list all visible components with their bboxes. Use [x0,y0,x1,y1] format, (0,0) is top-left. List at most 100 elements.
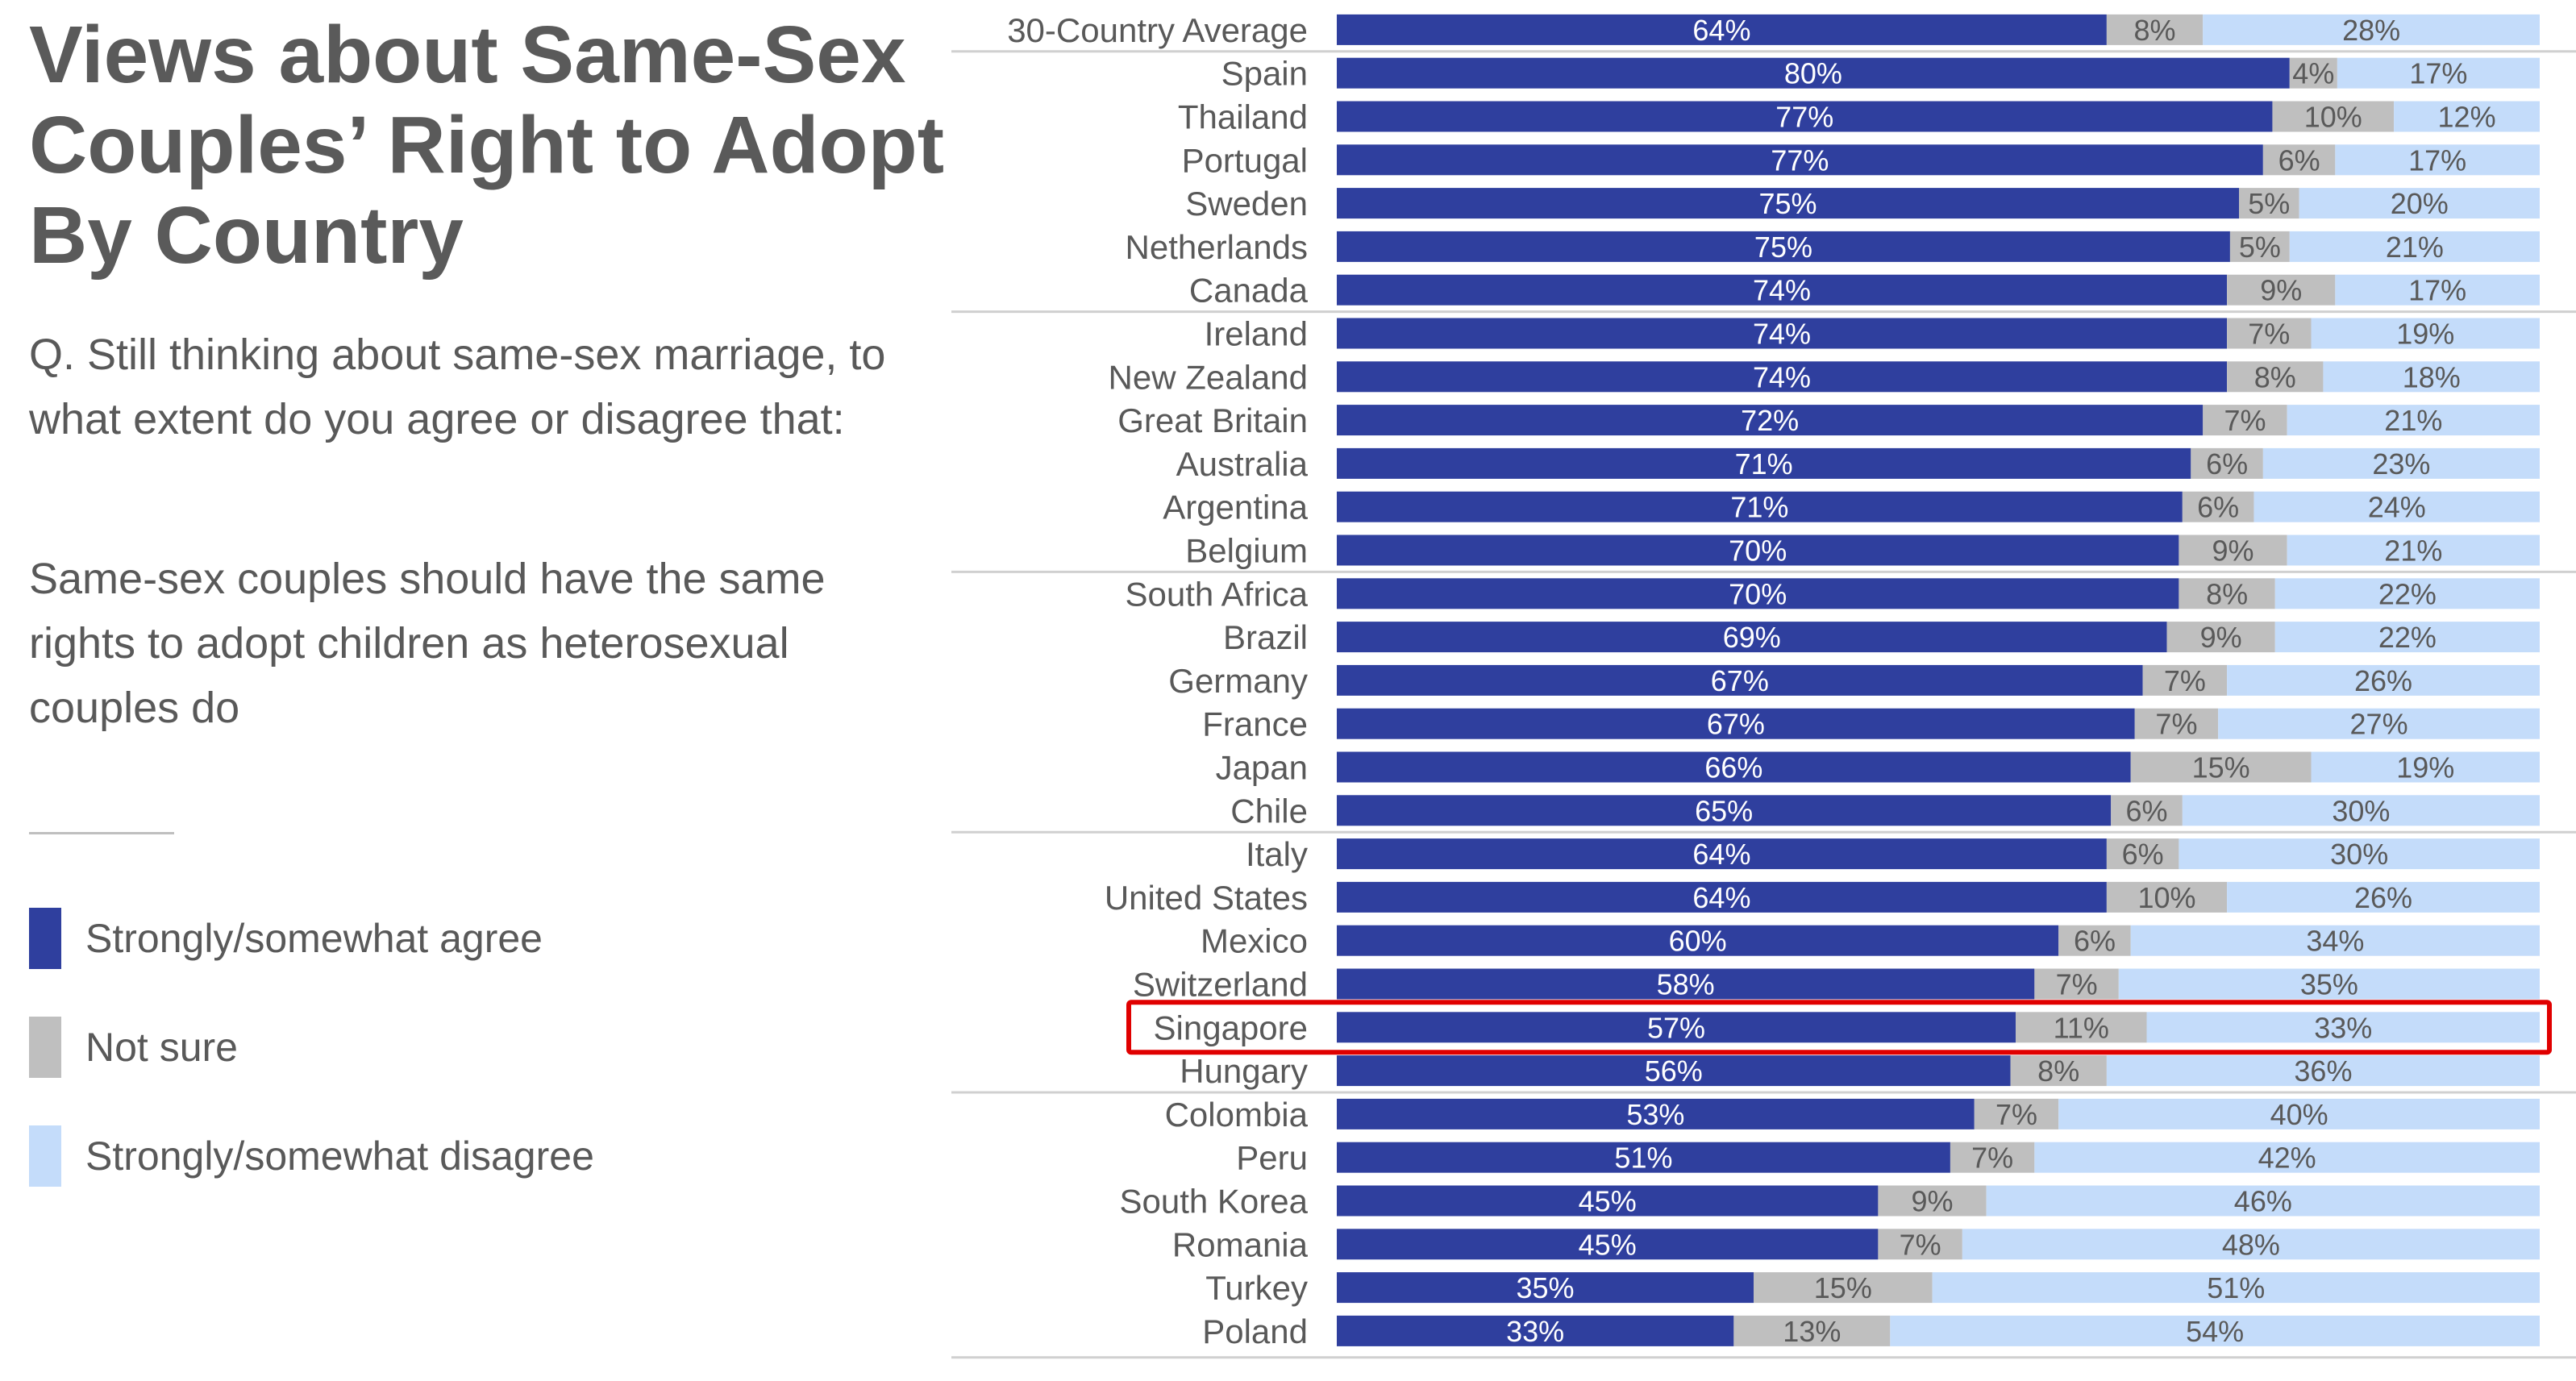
bar-segment-disagree [2311,751,2540,783]
bar-segment-not-sure [2058,925,2131,956]
bar-segment-not-sure [1878,1229,1962,1260]
data-label: 17% [2409,57,2467,90]
data-label: 74% [1753,274,1811,307]
legend-swatch-agree [29,908,61,969]
data-label: 57% [1647,1011,1705,1044]
category-label: New Zealand [1109,358,1308,396]
bar-segment-not-sure [2179,535,2287,566]
bar-segment-agree [1337,925,2059,956]
bar-segment-disagree [2218,708,2540,739]
page-title: Views about Same-Sex Couples’ Right to A… [29,10,945,281]
data-label: 64% [1692,881,1750,914]
bar-segment-disagree [2274,622,2540,653]
bar-segment-agree [1337,968,2035,1000]
bar-segment-not-sure [2010,1055,2107,1087]
data-label: 69% [1723,621,1781,654]
bar-segment-not-sure [2272,101,2395,132]
data-label: 35% [2300,968,2358,1001]
category-label: Australia [1176,445,1309,483]
bar-segment-agree [1337,318,2228,349]
data-label: 67% [1711,664,1769,697]
bar-segment-disagree [1932,1272,2540,1304]
category-label: Sweden [1185,185,1308,223]
data-label: 51% [1614,1142,1672,1175]
bar-segment-not-sure [2239,188,2299,219]
category-label: Japan [1216,749,1308,787]
data-label: 6% [2197,491,2239,524]
data-label: 21% [2386,231,2444,264]
bar-segment-not-sure [1974,1098,2059,1129]
bar-segment-agree [1337,1315,1734,1346]
data-label: 19% [2396,751,2454,784]
bar-segment-agree [1337,578,2179,609]
data-label: 18% [2403,360,2461,393]
category-label: United States [1105,879,1308,917]
bar-segment-agree [1337,101,2273,132]
data-label: 24% [2368,491,2426,524]
data-label: 8% [2254,360,2296,393]
survey-question: Q. Still thinking about same-sex marriag… [29,331,886,443]
data-label: 7% [2248,318,2290,351]
bar-segment-agree [1337,535,2179,566]
data-label: 23% [2372,447,2430,480]
data-label: 75% [1758,187,1817,220]
data-label: 77% [1775,101,1833,134]
data-label: 9% [2260,274,2302,307]
data-label: 7% [2056,968,2098,1001]
data-label: 60% [1669,925,1727,958]
category-label: Chile [1230,792,1308,830]
bar-segment-agree [1337,1185,1879,1217]
data-label: 26% [2354,881,2412,914]
bar-segment-disagree [2394,101,2540,132]
data-label: 26% [2354,664,2412,697]
category-label: Germany [1168,662,1308,700]
bar-segment-agree [1337,1012,2016,1043]
data-label: 6% [2278,144,2320,177]
bar-segment-disagree [2203,14,2540,45]
data-label: 33% [2314,1011,2372,1044]
category-label: France [1202,705,1308,743]
data-label: 64% [1692,14,1750,47]
bar-segment-not-sure [2289,57,2337,89]
bar-segment-agree [1337,274,2228,306]
category-label: Peru [1236,1139,1308,1177]
category-label: Singapore [1154,1009,1308,1046]
bar-segment-agree [1337,795,2112,826]
data-label: 9% [1912,1185,1954,1218]
data-label: 10% [2137,881,2195,914]
data-label: 4% [2292,57,2334,90]
data-label: 30% [2332,794,2390,827]
bar-segment-not-sure [2191,447,2263,479]
bar-segment-disagree [2262,447,2540,479]
bar-segment-not-sure [2142,664,2228,696]
bar-segment-disagree [1986,1185,2540,1217]
category-label: 30-Country Average [1007,11,1308,49]
category-label: Netherlands [1126,228,1308,266]
bar-segment-agree [1337,361,2228,393]
bar-segment-not-sure [2227,318,2312,349]
data-label: 48% [2222,1228,2280,1261]
bar-segment-not-sure [2227,361,2324,393]
data-label: 51% [2207,1271,2265,1304]
bar-segment-not-sure [2034,968,2119,1000]
bar-segment-agree [1337,751,2131,783]
bar-segment-not-sure [2106,838,2179,870]
data-label: 72% [1741,404,1799,437]
data-label: 17% [2408,144,2466,177]
bar-segment-disagree [2227,881,2540,913]
bar-segment-agree [1337,405,2204,436]
bar-segment-not-sure [2134,708,2219,739]
bar-segment-disagree [2289,231,2540,262]
data-label: 8% [2206,577,2248,610]
data-label: 15% [1814,1271,1872,1304]
data-label: 8% [2134,14,2176,47]
bar-segment-agree [1337,708,2135,739]
category-label: Italy [1246,835,1308,873]
data-label: 75% [1754,231,1812,264]
bar-segment-disagree [2335,274,2540,306]
category-label: South Africa [1126,575,1309,613]
data-label: 6% [2074,925,2116,958]
data-label: 46% [2234,1185,2292,1218]
data-label: 40% [2270,1098,2328,1131]
bar-segment-disagree [2299,188,2540,219]
